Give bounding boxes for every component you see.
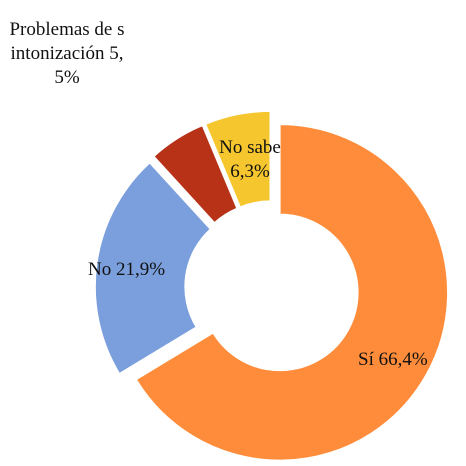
value-label: 66,4% bbox=[378, 349, 428, 370]
slice-label: Sí 66,4% bbox=[358, 348, 428, 372]
slice bbox=[152, 124, 239, 224]
category-label: No bbox=[88, 259, 112, 280]
category-label: Problemas de sintonización bbox=[9, 19, 125, 64]
slice bbox=[135, 123, 449, 462]
category-label: Sí bbox=[358, 349, 374, 370]
slice-label: No 21,9% bbox=[88, 258, 165, 282]
slice-label: No sabe 6,3% bbox=[205, 136, 295, 184]
slice-label: Problemas de sintonización 5,5% bbox=[8, 18, 126, 90]
slice bbox=[94, 161, 212, 375]
slice bbox=[204, 110, 271, 209]
value-label: 6,3% bbox=[230, 161, 270, 182]
value-label: 5,5% bbox=[54, 43, 124, 88]
value-label: 21,9% bbox=[115, 259, 166, 280]
category-label: No sabe bbox=[219, 137, 281, 158]
